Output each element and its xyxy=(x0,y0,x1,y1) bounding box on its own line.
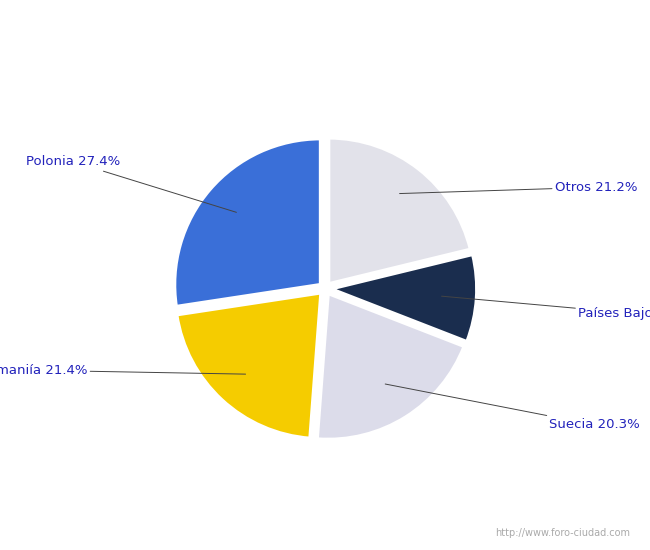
Wedge shape xyxy=(329,138,471,284)
Text: Países Bajos 9.7%: Países Bajos 9.7% xyxy=(441,296,650,320)
Text: http://www.foro-ciudad.com: http://www.foro-ciudad.com xyxy=(495,528,630,538)
Wedge shape xyxy=(175,139,320,306)
Text: Rumaniía 21.4%: Rumaniía 21.4% xyxy=(0,364,246,377)
Text: Otros 21.2%: Otros 21.2% xyxy=(400,181,637,194)
Text: Santa Llogaia d'Àlguema - Turistas extranjeros según país - Abril de 2024: Santa Llogaia d'Àlguema - Turistas extra… xyxy=(56,8,594,26)
Wedge shape xyxy=(177,293,321,438)
Wedge shape xyxy=(317,293,464,439)
Text: Suecia 20.3%: Suecia 20.3% xyxy=(385,384,640,431)
Wedge shape xyxy=(331,254,477,342)
Text: Polonia 27.4%: Polonia 27.4% xyxy=(26,156,237,212)
